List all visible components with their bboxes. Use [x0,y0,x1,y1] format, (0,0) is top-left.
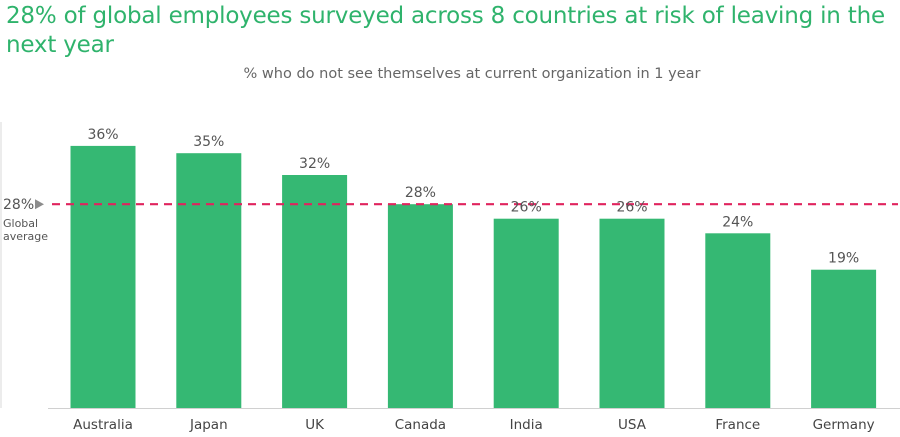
value-label-france: 24% [722,214,753,230]
category-label-japan: Japan [189,417,228,433]
bar-germany [811,269,877,408]
value-label-japan: 35% [193,134,224,150]
bar-france [705,233,771,408]
chart-title: 28% of global employees surveyed across … [6,3,885,58]
global-average-caption-line-1: Global [3,217,38,230]
category-label-france: France [715,417,760,433]
category-label-uk: UK [305,417,325,433]
category-label-india: India [510,417,543,433]
bar-japan [176,153,242,408]
value-label-australia: 36% [87,127,118,143]
value-label-canada: 28% [405,185,436,201]
bar-usa [599,218,665,408]
labels-layer: 36% Australia 35% Japan 32% UK 28% Canada 26% Ind… [73,127,874,433]
global-average-marker-icon [35,199,44,210]
bar-canada [387,204,453,408]
category-label-germany: Germany [813,417,875,433]
value-label-uk: 32% [299,156,330,172]
global-average-value: 28% [3,197,34,213]
value-label-usa: 26% [616,200,647,216]
bar-uk [282,175,348,408]
category-label-canada: Canada [395,417,446,433]
bar-india [493,218,559,408]
bar-australia [70,145,136,408]
value-label-india: 26% [511,200,542,216]
category-label-usa: USA [618,417,647,433]
bars-layer [70,145,877,408]
global-average-caption-line-2: average [3,230,48,243]
chart-subtitle: % who do not see themselves at current o… [243,66,701,82]
value-label-germany: 19% [828,251,859,267]
category-label-australia: Australia [73,417,133,433]
axis-layer [0,122,900,409]
